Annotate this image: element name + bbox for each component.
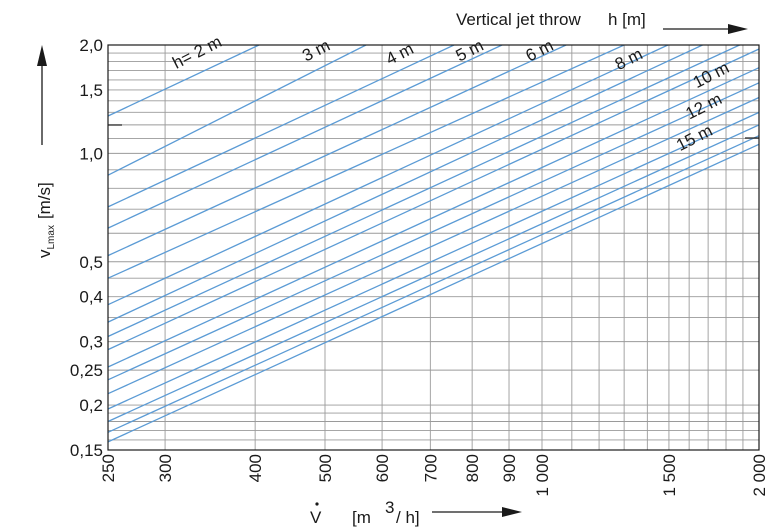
x-tick-label: 800 xyxy=(463,454,482,482)
xlabel-unit-close: / h] xyxy=(396,508,420,527)
series-line-15 xyxy=(108,124,759,423)
x-axis-label: V [m 3 / h] xyxy=(310,498,420,527)
series-line-9 xyxy=(108,45,740,338)
y-tick-label: 0,15 xyxy=(70,441,103,460)
x-tick-label: 2 000 xyxy=(750,454,769,497)
series-label: h= 2 m xyxy=(169,32,224,73)
xlabel-prefix: V xyxy=(310,508,322,527)
series-line-3 xyxy=(108,45,455,208)
svg-text:vLmax[m/s]: vLmax [m/s] xyxy=(35,182,57,258)
x-tick-label: 400 xyxy=(246,454,265,482)
series-line-4 xyxy=(108,45,503,229)
y-tick-label: 0,4 xyxy=(79,288,103,307)
series-line-12 xyxy=(108,82,759,381)
y-tick-label: 1,5 xyxy=(79,81,103,100)
xlabel-unit-exp: 3 xyxy=(385,498,394,517)
grid xyxy=(107,44,760,451)
series-line-1 xyxy=(108,45,260,117)
x-tick-label: 500 xyxy=(316,454,335,482)
x-tick-label: 700 xyxy=(421,454,440,482)
x-tick-label: 900 xyxy=(500,454,519,482)
ylabel-unit: [m/s] xyxy=(35,182,54,219)
series-line-6 xyxy=(108,45,625,279)
xlabel-unit-open: [m xyxy=(352,508,371,527)
plot-frame xyxy=(107,44,760,451)
series-lines xyxy=(108,45,759,443)
y-tick-label: 1,0 xyxy=(79,144,103,163)
x-arrow xyxy=(432,507,522,517)
series-line-11 xyxy=(108,67,759,368)
top-label: Vertical jet throw xyxy=(456,10,581,29)
y-tick-labels: 0,15 0,2 0,25 0,3 0,4 0,5 1,0 1,5 2,0 xyxy=(70,36,103,460)
y-arrow xyxy=(37,45,47,145)
series-line-16 xyxy=(108,135,759,433)
x-tick-label: 300 xyxy=(156,454,175,482)
x-tick-label: 1 000 xyxy=(533,454,552,497)
x-tick-label: 600 xyxy=(373,454,392,482)
series-line-2 xyxy=(108,45,367,176)
ylabel-main: v xyxy=(35,249,54,258)
x-tick-label: 1 500 xyxy=(660,454,679,497)
x-tick-labels: 250 300 400 500 600 700 800 900 1 000 1 500 2 000 xyxy=(99,454,769,497)
y-tick-label: 2,0 xyxy=(79,36,103,55)
series-line-10 xyxy=(108,48,759,351)
x-tick-label: 250 xyxy=(99,454,118,482)
y-tick-label: 0,2 xyxy=(79,396,103,415)
series-line-13 xyxy=(108,96,759,395)
series-line-8 xyxy=(108,45,703,323)
top-unit: h [m] xyxy=(608,10,646,29)
y-axis-label: vLmax [m/s] xyxy=(35,182,57,258)
ylabel-sub: Lmax xyxy=(46,225,57,249)
series-line-7 xyxy=(108,45,669,306)
series-line-17 xyxy=(108,143,759,443)
x-dot-mark xyxy=(315,502,319,506)
series-label: 15 m xyxy=(673,121,715,155)
series-line-14 xyxy=(108,111,759,410)
top-arrow xyxy=(663,24,748,34)
y-tick-label: 0,3 xyxy=(79,333,103,352)
y-tick-label: 0,25 xyxy=(70,361,103,380)
series-line-5 xyxy=(108,45,567,257)
y-tick-label: 0,5 xyxy=(79,253,103,272)
